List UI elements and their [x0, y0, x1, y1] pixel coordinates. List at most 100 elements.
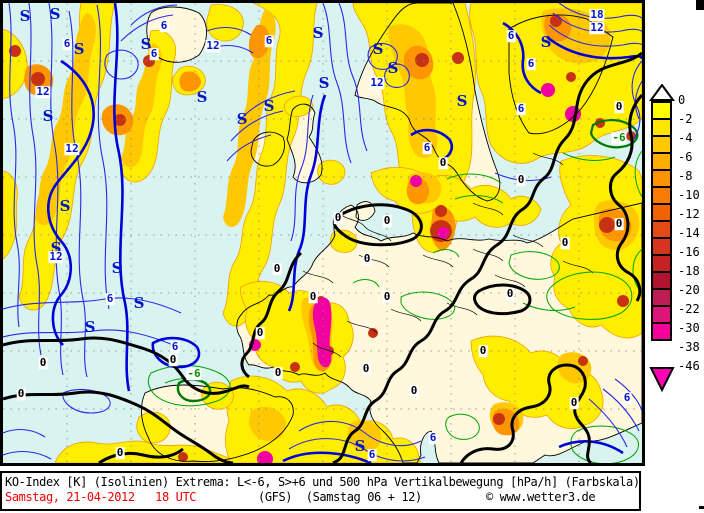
strong-updraft-spot [368, 328, 378, 338]
contour-label-smax: S [50, 239, 62, 258]
zero-isoline [332, 203, 423, 247]
contour-label-zero: 0 [361, 362, 371, 376]
contour-label-pos: 12 [64, 142, 80, 156]
zero-isoline [3, 336, 250, 395]
colorbar-tick-label: 0 [678, 93, 686, 107]
caption-box: KO-Index [K] (Isolinien) Extrema: L<-6, … [0, 471, 641, 511]
updraft-strong [179, 71, 201, 92]
caption-line2: Samstag, 21-04-2012 18 UTC (GFS) (Samsta… [2, 489, 639, 506]
updraft-core [121, 43, 162, 168]
corner-artifact-top-right [696, 0, 704, 10]
contour-label-pos: 12 [369, 76, 385, 90]
negative-isoline [445, 413, 480, 440]
colorbar-tick-label: -14 [678, 226, 700, 240]
contour-label-zero: 0 [38, 356, 48, 370]
extreme-updraft-spot [410, 175, 422, 187]
colorbar-labels: 0 -2 -4 -6 -8 -10 -12 -14 -16 -18 -20 -22 -30 -38 -46 [649, 84, 704, 394]
contour-label-zero: 0 [614, 217, 624, 231]
colorbar-tick-label: -16 [678, 245, 700, 259]
contour-label-zero: 0 [382, 214, 392, 228]
contour-label-smax: S [84, 318, 96, 337]
colorbar-tick-label: -20 [678, 283, 700, 297]
zero-isoline [3, 390, 234, 463]
positive-isoline [367, 43, 410, 88]
contour-label-smax: S [312, 24, 324, 43]
contour-label-pos: 6 [367, 448, 377, 462]
updraft-fill [54, 440, 240, 463]
contour-label-zero: 0 [255, 326, 265, 340]
contour-label-pos: 6 [170, 340, 180, 354]
colorbar-arrow-down [649, 367, 675, 392]
contour-label-zero: 0 [409, 384, 419, 398]
contour-label-smax: S [354, 437, 366, 456]
positive-isoline [226, 90, 296, 162]
contour-label-pos: 6 [159, 19, 169, 33]
updraft-fill [206, 4, 244, 42]
map-area: S S S S S S S S S S S S S S S S S S S S 6 6 6 12 12 12 12 6 6 12 6 18 12… [0, 0, 645, 466]
strong-updraft-spot [114, 114, 126, 126]
ko-positive-contours [3, 3, 642, 463]
colorbar-tick-label: -12 [678, 207, 700, 221]
contour-label-zero: 0 [115, 446, 125, 460]
colorbar-cells [651, 101, 672, 341]
contour-label-neg: -6 [611, 131, 627, 145]
ko-zero-contours [3, 51, 642, 463]
contour-labels-overlay: S S S S S S S S S S S S S S S S S S S S 6 6 6 12 12 12 12 6 6 12 6 18 12… [3, 3, 642, 463]
colorbar-legend: 0 -2 -4 -6 -8 -10 -12 -14 -16 -18 -20 -22 -30 -38 -46 [649, 84, 704, 394]
contour-label-pos: 6 [264, 34, 274, 48]
colorbar-cell [651, 322, 672, 341]
positive-isoline [3, 297, 182, 460]
contour-label-pos: 6 [526, 57, 536, 71]
negative-isoline [352, 173, 504, 288]
contour-label-zero: 0 [516, 173, 526, 187]
zero-isoline [609, 93, 642, 302]
contour-label-neg: -6 [186, 367, 202, 381]
colorbar-tick-label: -18 [678, 264, 700, 278]
contour-label-smax: S [263, 97, 275, 116]
negative-isoline [508, 251, 560, 280]
contour-label-pos: 6 [506, 29, 516, 43]
colorbar-tick-label: -6 [678, 150, 693, 164]
contour-label-smax: S [19, 7, 31, 26]
contour-label-pos: 6 [622, 391, 632, 405]
contour-label-pos: 12 [35, 85, 51, 99]
updraft-fill [317, 159, 346, 185]
contour-label-pos: 6 [62, 37, 72, 51]
contour-label-pos: 6 [428, 431, 438, 445]
contour-label-pos: 12 [205, 39, 221, 53]
contour-label-smax: S [42, 107, 54, 126]
colorbar-tick-label: -38 [678, 340, 700, 354]
updraft-core [347, 420, 382, 452]
map-svg [3, 3, 642, 463]
colorbar-tick-label: -46 [678, 359, 700, 373]
contour-label-zero: 0 [560, 236, 570, 250]
strong-updraft-spot [493, 413, 505, 425]
up-arrow-icon [649, 84, 675, 101]
colorbar-tick-label: -10 [678, 188, 700, 202]
zero-isoline [332, 51, 642, 463]
colorbar-tick-label: -30 [678, 321, 700, 335]
colorbar-tick-label: -2 [678, 112, 693, 126]
contour-label-smax: S [196, 88, 208, 107]
colorbar-tick-label: -4 [678, 131, 693, 145]
negative-isoline [164, 150, 642, 384]
contour-label-pos: 6 [149, 47, 159, 61]
contour-label-smax: S [318, 74, 330, 93]
updraft-fill [3, 28, 28, 100]
contour-label-smax: S [49, 5, 61, 24]
contour-label-zero: 0 [478, 344, 488, 358]
contour-label-smax: S [140, 35, 152, 54]
strong-updraft-spot [435, 205, 447, 217]
contour-label-smax: S [456, 92, 468, 111]
zero-isoline [240, 251, 303, 379]
colorbar-tick-label: -22 [678, 302, 700, 316]
updraft-core [35, 13, 96, 226]
strong-updraft-spot [290, 362, 300, 372]
strong-updraft-spot [9, 45, 21, 57]
zero-isoline [459, 363, 593, 463]
strong-updraft-spot [31, 72, 45, 86]
colorbar-arrow-up [649, 84, 675, 101]
positive-isoline [104, 4, 254, 80]
negative-isoline [147, 365, 231, 407]
